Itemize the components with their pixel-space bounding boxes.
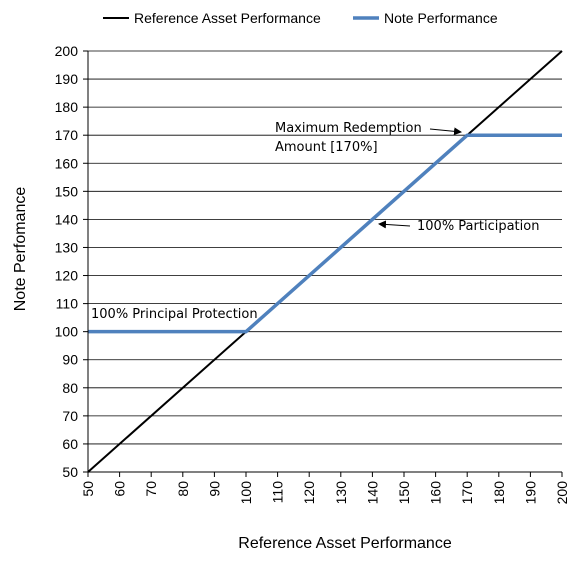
x-tick-label: 110	[270, 481, 286, 504]
x-tick-label: 200	[554, 481, 570, 505]
x-tick-label: 80	[175, 481, 191, 497]
y-tick-label: 190	[55, 71, 79, 87]
x-tick-label: 90	[206, 481, 222, 497]
y-tick-label: 90	[62, 352, 78, 368]
y-tick-label: 80	[62, 380, 78, 396]
annotation-max-redemption-line2: Amount [170%]	[275, 140, 378, 155]
y-tick-label: 150	[55, 183, 79, 199]
x-tick-label: 140	[364, 481, 380, 505]
annotation-max-redemption-line1: Maximum Redemption	[275, 121, 422, 136]
x-tick-label: 100	[238, 481, 254, 505]
y-tick-label: 200	[55, 43, 79, 59]
axes	[87, 51, 562, 473]
gridlines	[88, 50, 562, 445]
y-tick-label: 100	[55, 324, 79, 340]
x-axis-ticks: 50 60 70 80 90 100 110 120 130 140 150 160 170 180 190…	[80, 472, 570, 504]
annotation-principal-protection: 100% Principal Protection	[91, 307, 258, 322]
y-tick-label: 160	[55, 155, 79, 171]
x-tick-label: 160	[428, 481, 444, 505]
y-tick-label: 50	[62, 464, 78, 480]
annotation-participation-arrow	[378, 220, 411, 229]
y-tick-label: 110	[56, 296, 79, 312]
y-tick-label: 60	[62, 436, 78, 452]
y-tick-label: 170	[55, 127, 79, 143]
y-axis-title: Note Perfomance	[12, 187, 29, 312]
x-tick-label: 120	[301, 481, 317, 505]
y-tick-label: 140	[55, 211, 79, 227]
x-tick-label: 150	[396, 481, 412, 505]
x-tick-label: 190	[522, 481, 538, 505]
x-axis-title: Reference Asset Performance	[238, 535, 452, 552]
x-tick-label: 130	[333, 481, 349, 505]
legend-label-note: Note Performance	[384, 10, 498, 26]
x-tick-label: 70	[143, 481, 159, 497]
legend: Reference Asset Performance Note Perform…	[103, 10, 498, 26]
series-lines	[87, 50, 563, 473]
x-tick-label: 170	[459, 481, 475, 505]
x-tick-label: 50	[80, 481, 96, 497]
y-tick-label: 70	[62, 408, 78, 424]
x-tick-label: 180	[491, 481, 507, 505]
annotation-max-redemption-arrow	[429, 127, 462, 136]
series-line-note	[88, 133, 562, 334]
x-tick-label: 60	[112, 481, 128, 497]
annotation-participation: 100% Participation	[417, 219, 539, 234]
legend-label-reference: Reference Asset Performance	[134, 10, 321, 26]
y-tick-label: 180	[55, 99, 79, 115]
y-tick-label: 120	[55, 268, 79, 284]
y-axis-ticks: 50 60 70 80 90 100 110 120 130 140 150 160 170 180 190…	[55, 43, 88, 480]
y-tick-label: 130	[55, 239, 79, 255]
annotations: 100% Principal Protection 100% Participa…	[91, 121, 539, 322]
